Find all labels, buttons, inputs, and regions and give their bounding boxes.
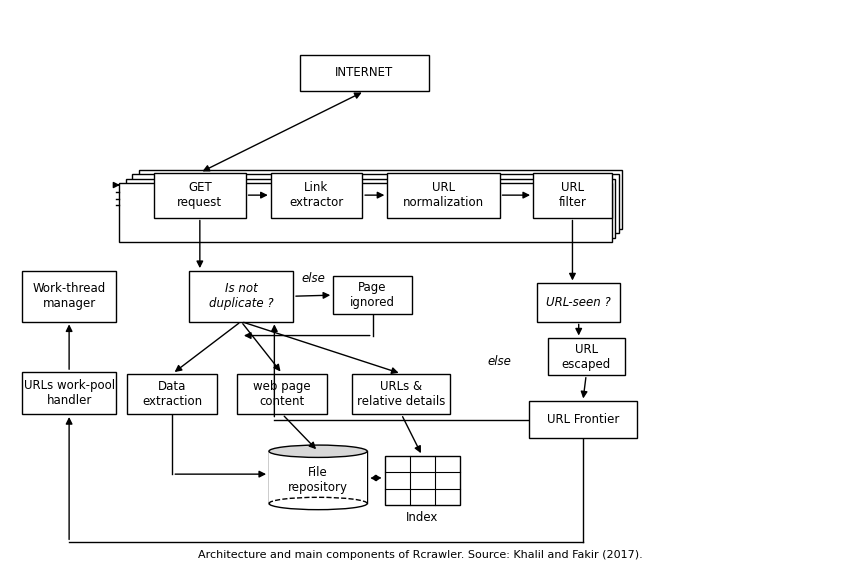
FancyBboxPatch shape: [271, 173, 362, 218]
Text: Link
extractor: Link extractor: [289, 181, 343, 209]
Text: Data
extraction: Data extraction: [142, 380, 203, 408]
Text: URL
escaped: URL escaped: [562, 343, 611, 370]
Text: Index: Index: [406, 511, 438, 524]
FancyBboxPatch shape: [529, 401, 637, 438]
Text: URL Frontier: URL Frontier: [547, 413, 619, 426]
FancyBboxPatch shape: [352, 374, 451, 414]
FancyBboxPatch shape: [132, 174, 619, 233]
Text: URL
filter: URL filter: [558, 181, 586, 209]
FancyBboxPatch shape: [237, 374, 327, 414]
Text: URL
normalization: URL normalization: [403, 181, 484, 209]
FancyBboxPatch shape: [126, 179, 616, 238]
FancyBboxPatch shape: [333, 276, 412, 314]
FancyBboxPatch shape: [269, 451, 368, 503]
FancyBboxPatch shape: [384, 456, 460, 505]
FancyBboxPatch shape: [537, 283, 621, 321]
Text: Is not
duplicate ?: Is not duplicate ?: [209, 282, 273, 310]
FancyBboxPatch shape: [547, 339, 625, 375]
Text: INTERNET: INTERNET: [336, 67, 394, 79]
FancyBboxPatch shape: [189, 271, 294, 321]
FancyBboxPatch shape: [23, 372, 116, 414]
FancyBboxPatch shape: [533, 173, 612, 218]
Text: URL-seen ?: URL-seen ?: [547, 296, 611, 309]
Ellipse shape: [269, 445, 368, 458]
FancyBboxPatch shape: [139, 170, 622, 229]
FancyBboxPatch shape: [387, 173, 500, 218]
FancyBboxPatch shape: [154, 173, 246, 218]
Text: else: else: [301, 272, 325, 285]
FancyBboxPatch shape: [119, 184, 612, 242]
Text: Page
ignored: Page ignored: [350, 281, 395, 309]
FancyBboxPatch shape: [23, 271, 116, 321]
FancyBboxPatch shape: [299, 55, 429, 91]
Text: URLs work-pool
handler: URLs work-pool handler: [24, 379, 114, 407]
Text: File
repository: File repository: [288, 466, 348, 494]
Text: GET
request: GET request: [177, 181, 222, 209]
Text: URLs &
relative details: URLs & relative details: [357, 380, 446, 408]
FancyBboxPatch shape: [127, 374, 217, 414]
Text: else: else: [488, 355, 511, 368]
Text: web page
content: web page content: [253, 380, 311, 408]
Text: Architecture and main components of Rcrawler. Source: Khalil and Fakir (2017).: Architecture and main components of Rcra…: [198, 550, 643, 560]
Text: Work-thread
manager: Work-thread manager: [33, 282, 106, 310]
